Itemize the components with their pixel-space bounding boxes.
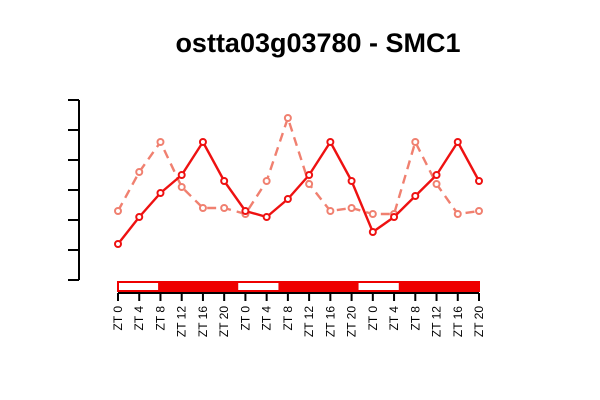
x-tick-label-7: ZT 4 [260, 306, 274, 331]
series-0-point-9 [305, 171, 314, 179]
x-tick-label-8: ZT 8 [281, 306, 295, 331]
series-1-point-1 [135, 168, 144, 176]
x-tick-label-17: ZT 20 [472, 306, 486, 337]
series-1-point-8 [283, 114, 292, 122]
series-0-point-1 [135, 213, 144, 221]
light-bar-segment-2 [238, 282, 279, 291]
series-1-point-16 [453, 210, 462, 218]
series-0-point-3 [177, 171, 186, 179]
x-tick-label-2: ZT 8 [153, 306, 167, 331]
x-tick-label-11: ZT 20 [345, 306, 359, 337]
x-tick-label-4: ZT 16 [196, 306, 210, 337]
series-1-point-5 [220, 204, 229, 212]
x-tick-label-12: ZT 0 [366, 306, 380, 331]
light-bar-segment-4 [358, 282, 399, 291]
series-0-point-17 [475, 177, 483, 185]
x-tick-label-1: ZT 4 [132, 306, 146, 331]
series-1-point-4 [198, 204, 207, 212]
series-1-point-12 [368, 210, 377, 218]
series-0-point-2 [156, 189, 165, 197]
series-1-point-3 [177, 183, 186, 191]
light-bar-segment-3 [278, 282, 359, 291]
series-0-point-0 [114, 240, 122, 248]
series-0-point-15 [432, 171, 441, 179]
series-0-point-6 [241, 207, 250, 215]
x-tick-label-0: ZT 0 [111, 306, 125, 331]
series-1-point-2 [156, 138, 165, 146]
light-bar-segment-5 [398, 282, 479, 291]
series-0-point-4 [198, 138, 207, 146]
series-0-point-11 [347, 177, 356, 185]
series-layer [114, 114, 483, 248]
series-1-point-9 [305, 180, 314, 188]
series-1-point-7 [262, 177, 271, 185]
series-1-point-10 [326, 207, 335, 215]
series-0-point-12 [368, 228, 377, 236]
y-axis [68, 99, 80, 281]
x-tick-label-14: ZT 8 [408, 306, 422, 331]
series-0-point-16 [453, 138, 462, 146]
series-1-point-11 [347, 204, 356, 212]
series-0-point-13 [390, 213, 399, 221]
series-1-line [116, 116, 480, 216]
series-1-point-15 [432, 180, 441, 188]
chart-title: ostta03g03780 - SMC1 [175, 28, 460, 58]
x-tick-label-6: ZT 0 [238, 306, 252, 331]
x-tick-label-10: ZT 16 [323, 306, 337, 337]
light-bar-border [117, 281, 480, 292]
x-tick-label-15: ZT 12 [430, 306, 444, 337]
x-axis: ZT 0 ZT 4 ZT 8 ZT 12 ZT 16 ZT 20 ZT 0 ZT 4 ZT 8 Z… [111, 292, 486, 337]
x-tick-label-13: ZT 4 [387, 306, 401, 331]
light-dark-bar [117, 281, 480, 292]
series-0-line [117, 140, 481, 245]
x-tick-label-16: ZT 16 [451, 306, 465, 337]
x-tick-label-5: ZT 20 [217, 306, 231, 337]
series-0-point-10 [326, 138, 335, 146]
light-bar-segment-1 [158, 282, 239, 291]
series-0-point-14 [411, 192, 420, 200]
series-0-point-5 [220, 177, 229, 185]
series-1-point-0 [114, 207, 122, 215]
x-tick-label-9: ZT 12 [302, 306, 316, 337]
series-0-point-8 [283, 195, 292, 203]
series-1-point-17 [475, 207, 483, 215]
series-0-point-7 [262, 213, 271, 221]
light-bar-segment-0 [118, 282, 159, 291]
series-1-point-14 [411, 138, 420, 146]
x-tick-label-3: ZT 12 [175, 306, 189, 337]
